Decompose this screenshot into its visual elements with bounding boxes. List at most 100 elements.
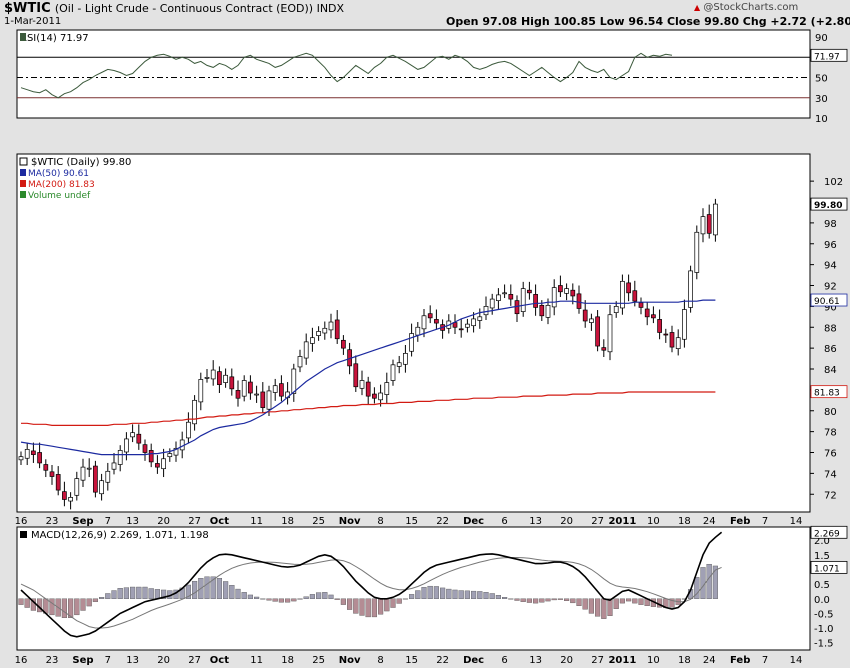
- macd-histogram-bar: [272, 598, 278, 602]
- candle-body: [421, 315, 427, 330]
- candle-body: [24, 449, 30, 459]
- macd-tick-label-0: 0.0: [814, 595, 830, 606]
- candle-body: [167, 453, 173, 458]
- macd-x-label-25: 7: [762, 655, 768, 666]
- candle-body: [620, 280, 625, 309]
- macd-histogram-bar: [508, 598, 514, 600]
- macd-histogram-bar: [92, 598, 99, 602]
- macd-histogram-bar: [235, 588, 241, 599]
- candle-body: [682, 309, 687, 340]
- candle-body: [539, 304, 545, 317]
- candle-body: [322, 327, 328, 334]
- rsi-last-value: 71.97: [814, 52, 840, 62]
- macd-histogram-bar: [340, 598, 347, 605]
- candle-body: [403, 353, 408, 365]
- price-tick-label-74: 74: [824, 469, 837, 480]
- candle-body: [93, 465, 98, 493]
- macd-histogram-bar: [297, 598, 303, 600]
- price-x-label-8: 11: [250, 516, 263, 527]
- candle-body: [632, 290, 638, 302]
- macd-x-label-16: 6: [501, 655, 507, 666]
- price-x-label-21: 10: [647, 516, 660, 527]
- ma50-last-value: 90.61: [814, 297, 840, 307]
- macd-histogram-bar: [483, 592, 489, 599]
- macd-histogram-bar: [80, 598, 86, 611]
- candle-body: [663, 333, 669, 336]
- candle-body: [161, 458, 166, 470]
- candle-body: [55, 474, 61, 491]
- macd-histogram-bar: [241, 592, 247, 599]
- macd-histogram-bar: [502, 597, 508, 599]
- rsi-tick-label-90: 90: [815, 33, 828, 44]
- candle-body: [254, 393, 259, 396]
- macd-histogram-bar: [129, 586, 136, 599]
- candle-body: [31, 450, 36, 455]
- price-x-label-15: Dec: [463, 516, 484, 527]
- candle-body: [111, 462, 117, 470]
- price-x-label-24: Feb: [730, 516, 750, 527]
- macd-histogram-bar: [316, 592, 322, 599]
- macd-histogram-bar: [409, 594, 415, 599]
- macd-line: [20, 531, 723, 638]
- candle-body: [582, 309, 588, 322]
- macd-histogram-bar: [489, 593, 495, 599]
- candle-body: [496, 294, 501, 301]
- ohlc-summary: Open 97.08 High 100.85 Low 96.54 Close 9…: [446, 15, 850, 28]
- macd-histogram-bar: [371, 598, 378, 618]
- macd-histogram-bar: [365, 598, 371, 618]
- price-legend-label-0: MA(50) 90.61: [28, 169, 89, 179]
- macd-histogram-bar: [669, 598, 675, 608]
- macd-histogram-bar: [260, 598, 266, 600]
- candle-body: [99, 480, 104, 495]
- macd-histogram-bar: [142, 586, 148, 599]
- macd-histogram-bar: [402, 598, 409, 600]
- macd-x-label-13: 15: [405, 655, 418, 666]
- price-x-label-7: Oct: [210, 516, 229, 527]
- macd-histogram-bar: [570, 598, 576, 604]
- macd-x-label-0: 16: [15, 655, 28, 666]
- symbol-description: (Oil - Light Crude - Continuous Contract…: [54, 2, 345, 15]
- price-legend-swatch-1: [20, 180, 26, 187]
- macd-histogram-bar: [49, 598, 55, 616]
- macd-histogram-bar: [421, 587, 427, 599]
- macd-histogram-bar: [359, 598, 365, 616]
- ma200-last-value-box: [810, 385, 848, 399]
- macd-x-label-6: 27: [188, 655, 201, 666]
- price-tick-label-90: 90: [824, 302, 837, 313]
- candle-body: [638, 302, 644, 308]
- candle-body: [235, 390, 241, 399]
- macd-histogram-bar: [285, 598, 291, 603]
- price-x-label-2: Sep: [72, 516, 93, 527]
- candle-body: [229, 376, 235, 390]
- candle-body: [520, 288, 526, 312]
- macd-histogram-bar: [452, 589, 458, 599]
- macd-histogram-bar: [582, 598, 588, 610]
- macd-title: MACD(12,26,9) 2.269, 1.071, 1.198: [31, 530, 209, 541]
- candle-body: [527, 289, 532, 294]
- macd-last-value-box: [810, 525, 848, 539]
- macd-histogram-bar: [576, 598, 582, 606]
- macd-tick-label-m1_5: -1.5: [814, 639, 834, 650]
- candle-body: [706, 214, 712, 234]
- price-x-label-13: 15: [405, 516, 418, 527]
- candle-body: [173, 447, 179, 456]
- macd-histogram-bar: [477, 591, 483, 599]
- macd-histogram-bar: [253, 596, 260, 599]
- rsi-tick-label-50: 50: [815, 74, 828, 85]
- macd-histogram-bar: [551, 598, 557, 601]
- candle-body: [186, 421, 191, 439]
- macd-histogram-bar: [247, 594, 254, 599]
- macd-histogram-bar: [105, 593, 111, 599]
- macd-x-label-9: 18: [281, 655, 294, 666]
- ma50-line: [20, 299, 716, 456]
- macd-histogram-bar: [347, 598, 353, 610]
- price-tick-label-92: 92: [824, 282, 837, 293]
- candle-body: [155, 463, 160, 468]
- price-x-label-16: 6: [501, 516, 507, 527]
- macd-x-label-15: Dec: [463, 655, 484, 666]
- price-x-label-12: 8: [377, 516, 383, 527]
- macd-histogram-bar: [86, 598, 92, 607]
- candle-body: [210, 369, 216, 380]
